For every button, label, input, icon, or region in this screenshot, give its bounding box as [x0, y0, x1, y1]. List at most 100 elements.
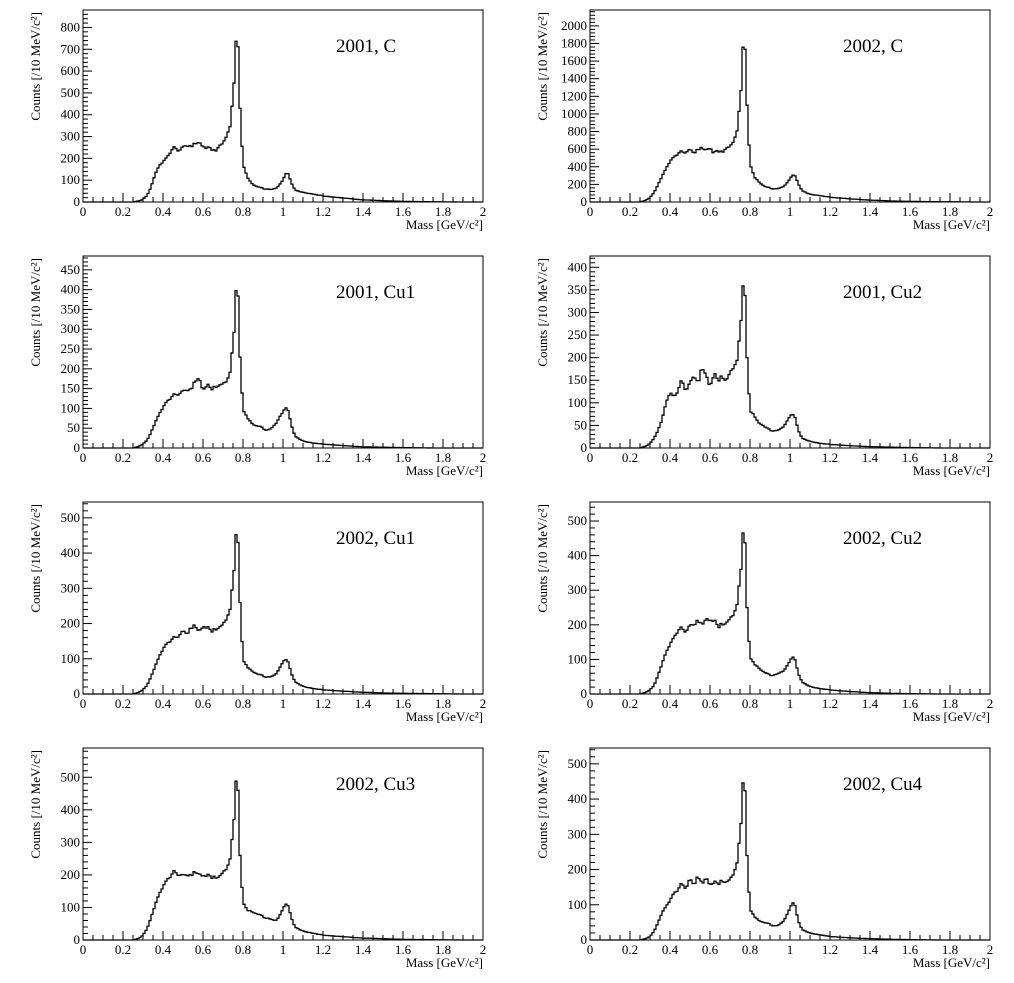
x-tick-label: 0.8 [235, 204, 251, 219]
x-tick-label: 1 [787, 942, 794, 957]
y-tick-label: 600 [61, 63, 81, 78]
x-tick-label: 1.6 [902, 204, 919, 219]
x-tick-label: 1.8 [942, 204, 958, 219]
x-tick-label: 0.2 [622, 696, 638, 711]
y-tick-label: 200 [568, 176, 588, 191]
y-tick-label: 500 [61, 85, 81, 100]
x-tick-label: 1.4 [355, 450, 372, 465]
x-axis-title: Mass [GeV/c²] [406, 217, 483, 232]
y-tick-label: 400 [568, 791, 588, 806]
y-tick-label: 100 [61, 651, 81, 666]
y-axis-title: Counts [/10 MeV/c²] [28, 750, 43, 859]
x-tick-label: 0.6 [702, 942, 719, 957]
x-tick-label: 0 [80, 204, 87, 219]
x-tick-label: 0.6 [195, 204, 212, 219]
y-tick-label: 1000 [561, 106, 587, 121]
x-tick-label: 1.4 [355, 204, 372, 219]
y-tick-label: 300 [61, 321, 81, 336]
y-tick-label: 1400 [561, 71, 587, 86]
x-tick-label: 1 [280, 204, 287, 219]
x-tick-label: 0.4 [662, 942, 679, 957]
x-tick-label: 1.2 [822, 204, 838, 219]
y-tick-label: 500 [61, 769, 81, 784]
x-tick-label: 1.2 [822, 450, 838, 465]
x-tick-label: 0.8 [235, 696, 251, 711]
x-tick-label: 0.8 [235, 450, 251, 465]
y-tick-label: 1800 [561, 35, 587, 50]
x-tick-label: 0 [587, 942, 594, 957]
y-tick-label: 0 [74, 440, 81, 455]
x-tick-label: 1 [787, 204, 794, 219]
x-tick-label: 1.4 [355, 942, 372, 957]
panel-label: 2002, Cu3 [336, 774, 415, 795]
y-tick-label: 300 [61, 834, 81, 849]
x-tick-label: 0.2 [622, 450, 638, 465]
x-tick-label: 0.2 [622, 204, 638, 219]
x-axis-title: Mass [GeV/c²] [406, 709, 483, 724]
x-tick-label: 1 [787, 696, 794, 711]
x-tick-label: 0 [80, 696, 87, 711]
x-tick-label: 0.4 [155, 450, 172, 465]
histogram-series [83, 533, 483, 695]
x-tick-label: 1.4 [862, 450, 879, 465]
histogram-series [83, 40, 483, 203]
x-axis-title: Mass [GeV/c²] [913, 463, 990, 478]
y-tick-label: 500 [568, 513, 588, 528]
x-tick-label: 0.6 [702, 204, 719, 219]
x-tick-label: 1.2 [822, 942, 838, 957]
x-tick-label: 2 [480, 450, 487, 465]
y-tick-label: 200 [61, 361, 81, 376]
x-tick-label: 0.8 [235, 942, 251, 957]
x-tick-label: 1.8 [435, 696, 451, 711]
x-tick-label: 1.6 [902, 450, 919, 465]
y-tick-label: 0 [74, 686, 81, 701]
y-tick-label: 800 [61, 19, 81, 34]
y-tick-label: 500 [568, 756, 588, 771]
x-axis-title: Mass [GeV/c²] [913, 217, 990, 232]
x-tick-label: 0.6 [702, 696, 719, 711]
x-tick-label: 0.4 [662, 696, 679, 711]
y-tick-label: 400 [61, 282, 81, 297]
y-tick-label: 150 [568, 372, 588, 387]
y-tick-label: 600 [568, 141, 588, 156]
panel-label: 2001, C [336, 36, 396, 57]
y-axis-title: Counts [/10 MeV/c²] [535, 504, 550, 613]
y-tick-label: 700 [61, 41, 81, 56]
y-tick-label: 200 [61, 867, 81, 882]
x-tick-label: 1.2 [315, 450, 331, 465]
x-tick-label: 1.4 [355, 696, 372, 711]
y-tick-label: 800 [568, 124, 588, 139]
x-tick-label: 0 [587, 696, 594, 711]
x-tick-label: 2 [987, 942, 994, 957]
x-tick-label: 0.6 [702, 450, 719, 465]
x-tick-label: 0 [80, 942, 87, 957]
x-tick-label: 0.6 [195, 942, 212, 957]
x-tick-label: 0.2 [115, 696, 131, 711]
x-tick-label: 1 [787, 450, 794, 465]
y-tick-label: 250 [61, 341, 81, 356]
y-tick-label: 100 [61, 400, 81, 415]
y-axis-title: Counts [/10 MeV/c²] [535, 258, 550, 367]
y-tick-label: 400 [61, 107, 81, 122]
x-tick-label: 0.8 [742, 450, 758, 465]
x-tick-label: 1.8 [435, 942, 451, 957]
x-tick-label: 1.2 [315, 942, 331, 957]
x-tick-label: 0.4 [155, 204, 172, 219]
y-tick-label: 2000 [561, 18, 587, 33]
y-tick-label: 1200 [561, 88, 587, 103]
x-tick-label: 2 [987, 450, 994, 465]
y-tick-label: 350 [568, 282, 588, 297]
y-tick-label: 0 [581, 440, 588, 455]
x-axis-title: Mass [GeV/c²] [406, 463, 483, 478]
x-tick-label: 1.8 [435, 204, 451, 219]
x-axis-title: Mass [GeV/c²] [406, 955, 483, 970]
y-tick-label: 200 [568, 862, 588, 877]
y-tick-label: 300 [61, 580, 81, 595]
y-axis-title: Counts [/10 MeV/c²] [535, 750, 550, 859]
x-tick-label: 1.2 [315, 696, 331, 711]
